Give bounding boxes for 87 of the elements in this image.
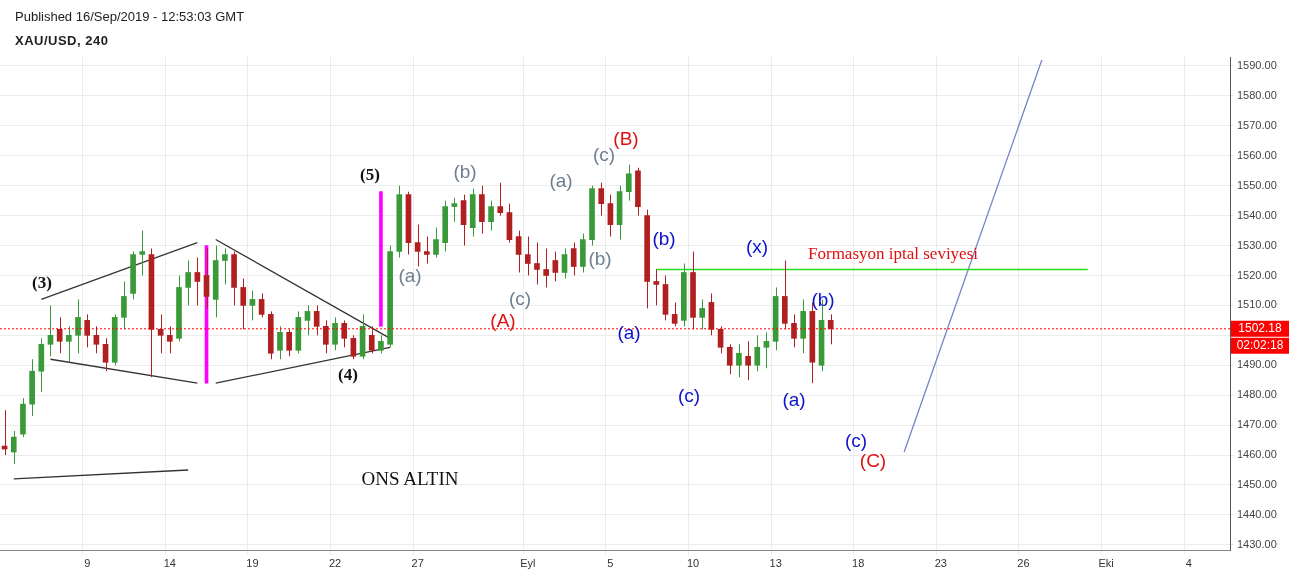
candlestick xyxy=(368,325,375,354)
y-tick-label: 1570.00 xyxy=(1237,118,1277,131)
candlestick xyxy=(313,304,320,336)
x-tick-label: 13 xyxy=(769,557,782,570)
candlestick xyxy=(497,182,504,217)
candlestick xyxy=(726,343,733,375)
y-tick-label: 1490.00 xyxy=(1237,358,1277,371)
x-tick-label: 10 xyxy=(686,557,700,570)
y-tick-label: 1470.00 xyxy=(1237,418,1277,431)
text: Published 16/Sep/2019 - 12:53:03 GMT xyxy=(15,9,245,24)
annotation: (c) xyxy=(508,288,532,310)
x-tick-label: Eyl xyxy=(520,557,536,570)
y-tick-label: 1450.00 xyxy=(1237,477,1277,490)
y-tick-label: 1550.00 xyxy=(1237,178,1277,191)
candlestick xyxy=(736,343,742,378)
annotation: (5) xyxy=(360,165,380,185)
y-tick-label: 1430.00 xyxy=(1237,537,1277,550)
y-tick-label: 1480.00 xyxy=(1237,388,1277,401)
candlestick xyxy=(222,248,228,285)
x-tick-label: Eki xyxy=(1098,557,1114,570)
candlestick xyxy=(580,233,586,273)
annotation: (c) xyxy=(592,144,616,166)
annotation: (b) xyxy=(453,161,477,183)
x-tick-label: 5 xyxy=(607,557,614,570)
candlestick xyxy=(781,260,788,330)
candlestick xyxy=(166,325,173,354)
y-tick-label: 1520.00 xyxy=(1237,268,1277,281)
annotation: (3) xyxy=(32,273,52,293)
annotation: (a) xyxy=(549,170,573,192)
y-tick-label: 1510.00 xyxy=(1237,298,1277,311)
y-tick-label: 1460.00 xyxy=(1237,448,1277,461)
y-tick-label: 1540.00 xyxy=(1237,208,1277,221)
annotation: (c) xyxy=(677,385,701,407)
y-tick-label: 1440.00 xyxy=(1237,507,1277,520)
annotation: (b) xyxy=(811,289,835,311)
annotation: ONS ALTIN xyxy=(361,467,459,489)
x-tick-label: 22 xyxy=(328,557,342,570)
candlestick xyxy=(524,236,531,276)
candlestick xyxy=(534,242,540,285)
x-tick-label: 26 xyxy=(1017,557,1030,570)
candlestick xyxy=(543,248,549,288)
candlestick xyxy=(570,242,577,276)
annotation: (b) xyxy=(652,228,676,250)
text: 02:02:18 xyxy=(1236,338,1284,353)
annotation: (b) xyxy=(588,248,612,270)
candlestick xyxy=(277,325,283,360)
annotation: (B) xyxy=(613,128,639,150)
candlestick xyxy=(479,185,485,235)
x-tick-label: 18 xyxy=(852,557,865,570)
y-tick-label: 1560.00 xyxy=(1237,148,1277,161)
x-tick-label: 27 xyxy=(411,557,424,570)
candlestick xyxy=(488,200,494,232)
x-tick-label: 9 xyxy=(84,557,91,570)
candlestick xyxy=(66,325,72,363)
chart-title: XAU/USD, 240 xyxy=(15,33,109,48)
annotation: (4) xyxy=(338,365,358,385)
ref-line-label: 1502.18 xyxy=(1238,321,1283,336)
candlestick xyxy=(699,298,706,330)
x-tick-label: 14 xyxy=(163,557,176,570)
candlestick xyxy=(625,164,632,202)
annotation: (A) xyxy=(490,310,516,332)
annotation: (C) xyxy=(859,450,887,472)
annotation: (a) xyxy=(617,322,641,344)
candlestick xyxy=(754,334,761,372)
candlestick xyxy=(286,328,292,357)
y-tick-label: 1530.00 xyxy=(1237,238,1277,251)
candlestick xyxy=(433,227,439,259)
x-tick-label: 4 xyxy=(1185,557,1192,570)
candlestick xyxy=(185,260,191,306)
annotation: Formasyon iptal seviyesi xyxy=(808,244,979,264)
annotation: (c) xyxy=(844,430,868,452)
y-tick-label: 1590.00 xyxy=(1237,59,1277,72)
candlestick xyxy=(121,280,127,330)
candlestick xyxy=(745,340,751,381)
candlestick xyxy=(240,277,247,330)
x-tick-label: 23 xyxy=(934,557,947,570)
annotation: (a) xyxy=(398,265,422,287)
annotation: (a) xyxy=(782,389,806,411)
candlestick xyxy=(653,268,660,306)
candlestick xyxy=(424,236,430,264)
x-tick-label: 19 xyxy=(246,557,259,570)
candlestick xyxy=(139,230,146,276)
candlestick xyxy=(38,337,45,393)
y-tick-label: 1580.00 xyxy=(1237,88,1277,101)
annotation: (x) xyxy=(745,236,769,258)
candlestick xyxy=(598,182,605,217)
candlestick xyxy=(378,334,384,354)
